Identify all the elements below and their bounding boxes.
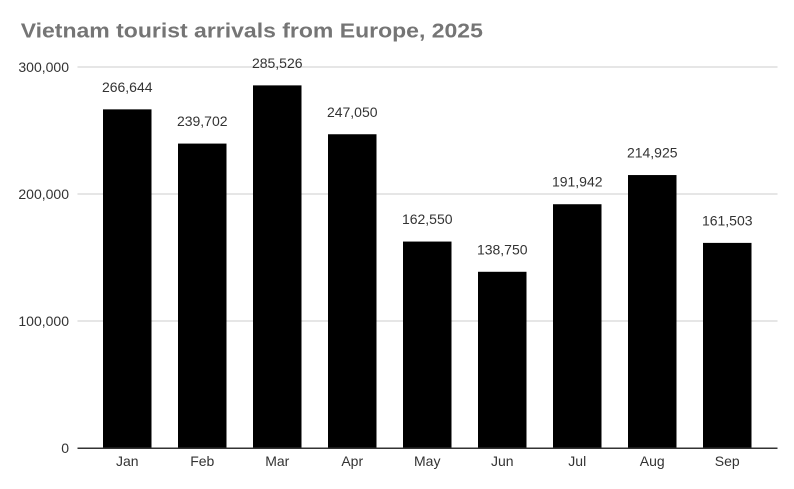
svg-text:191,942: 191,942 <box>552 174 603 190</box>
svg-text:285,526: 285,526 <box>252 55 303 71</box>
svg-text:0: 0 <box>61 440 69 456</box>
svg-text:247,050: 247,050 <box>327 104 378 120</box>
svg-text:Feb: Feb <box>190 453 214 469</box>
svg-text:300,000: 300,000 <box>18 59 69 75</box>
svg-text:Apr: Apr <box>341 453 363 469</box>
svg-text:Jun: Jun <box>491 453 514 469</box>
svg-text:239,702: 239,702 <box>177 113 228 129</box>
svg-text:Jan: Jan <box>116 453 139 469</box>
svg-text:161,503: 161,503 <box>702 212 753 228</box>
svg-text:200,000: 200,000 <box>18 186 69 202</box>
svg-text:May: May <box>414 453 440 469</box>
svg-text:138,750: 138,750 <box>477 241 528 257</box>
svg-text:Vietnam tourist arrivals from: Vietnam tourist arrivals from Europe, 20… <box>21 19 483 42</box>
svg-text:266,644: 266,644 <box>102 79 153 95</box>
svg-text:162,550: 162,550 <box>402 211 453 227</box>
svg-text:Sep: Sep <box>715 453 740 469</box>
svg-text:Aug: Aug <box>640 453 665 469</box>
svg-text:Mar: Mar <box>265 453 289 469</box>
svg-text:214,925: 214,925 <box>627 145 678 161</box>
svg-text:100,000: 100,000 <box>18 313 69 329</box>
svg-text:Jul: Jul <box>568 453 586 469</box>
